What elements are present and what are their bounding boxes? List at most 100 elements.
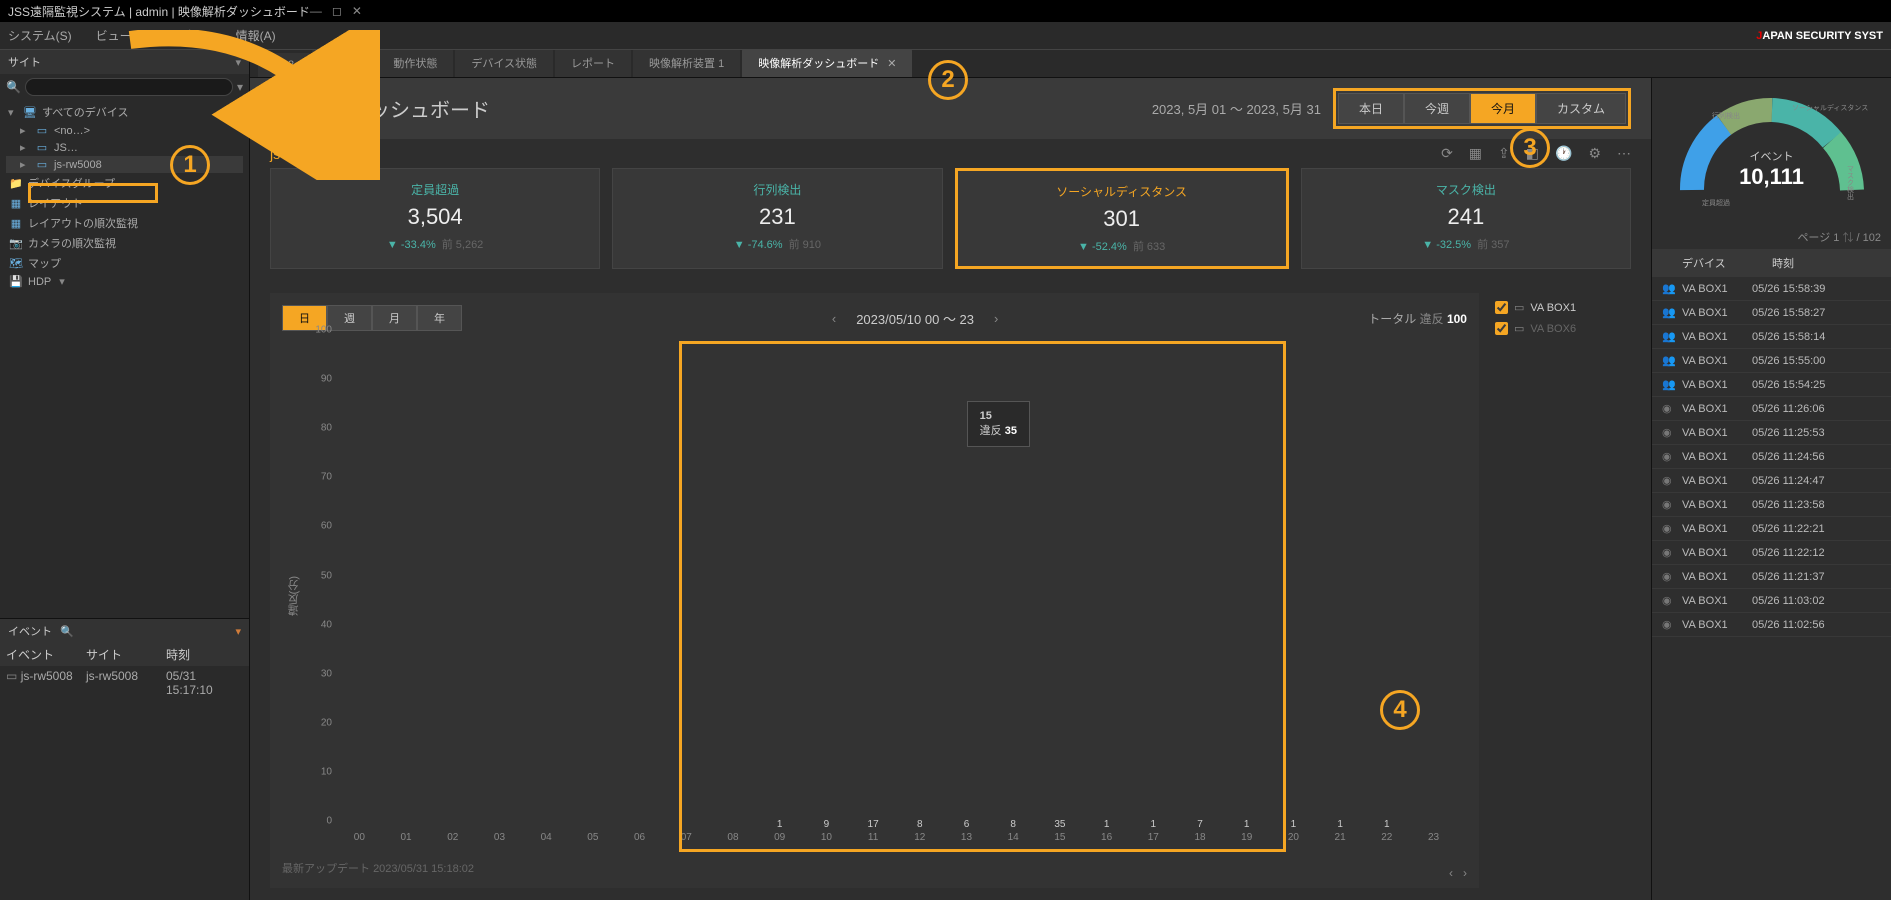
bar-slot[interactable]: 1 <box>1130 819 1177 832</box>
tree-item[interactable]: ▦ レイアウトの順次監視 <box>6 213 243 233</box>
gauge-pagination[interactable]: ページ 1 ⇅ / 102 <box>1652 225 1891 249</box>
bar-slot[interactable]: 8 <box>990 819 1037 832</box>
expander-icon[interactable]: ▸ <box>20 124 30 137</box>
tree-item[interactable]: 📁 デバイスグループ <box>6 173 243 193</box>
chevron-down-icon[interactable]: ▾ <box>235 56 241 69</box>
bar-slot[interactable]: 1 <box>1223 819 1270 832</box>
tree-item[interactable]: ▦ レイアウト <box>6 193 243 213</box>
tree-root[interactable]: ▾ 🖥 すべてのデバイス <box>6 102 243 122</box>
legend-item[interactable]: ▭ VA BOX1 <box>1495 297 1627 318</box>
expander-icon[interactable]: ▸ <box>20 158 30 171</box>
refresh-icon[interactable]: ⟳ <box>1441 145 1453 162</box>
bar-slot[interactable]: 1 <box>1317 819 1364 832</box>
time-range-button[interactable]: カスタム <box>1536 93 1626 124</box>
dropdown-icon[interactable]: ▾ <box>237 80 243 94</box>
grid-icon[interactable]: ▦ <box>1469 145 1482 162</box>
time-range-button[interactable]: 今月 <box>1470 93 1536 124</box>
kpi-card[interactable]: マスク検出 241 ▼ -32.5%前 357 <box>1301 168 1631 269</box>
bar-slot[interactable]: 17 <box>850 819 897 832</box>
tree-item[interactable]: ▸ ▭ JS… <box>6 139 243 156</box>
bar-slot[interactable]: 35 <box>1037 819 1084 832</box>
tab-active[interactable]: 映像解析ダッシュボード✕ <box>742 49 912 77</box>
next-arrow-icon[interactable]: › <box>994 311 998 326</box>
window-maximize-icon[interactable]: ◻ <box>332 4 342 18</box>
bar-slot[interactable]: 1 <box>1083 819 1130 832</box>
event-row[interactable]: 👥 VA BOX1 05/26 15:58:27 <box>1652 301 1891 325</box>
prev-arrow-icon[interactable]: ‹ <box>832 311 836 326</box>
tab[interactable]: … 2 <box>258 53 310 77</box>
event-row[interactable]: ◉ VA BOX1 05/26 11:03:02 <box>1652 589 1891 613</box>
tab[interactable]: レポート <box>555 49 631 77</box>
event-row[interactable]: ◉ VA BOX1 05/26 11:23:58 <box>1652 493 1891 517</box>
bar-slot[interactable]: 9 <box>803 819 850 832</box>
event-row[interactable]: 👥 VA BOX1 05/26 15:55:00 <box>1652 349 1891 373</box>
menu-system[interactable]: システム(S) <box>8 27 72 44</box>
granularity-button[interactable]: 年 <box>417 305 462 331</box>
event-row[interactable]: ◉ VA BOX1 05/26 11:25:53 <box>1652 421 1891 445</box>
kpi-card[interactable]: 定員超過 3,504 ▼ -33.4%前 5,262 <box>270 168 600 269</box>
search-icon[interactable]: 🔍 <box>60 625 74 638</box>
event-row[interactable]: ◉ VA BOX1 05/26 11:26:06 <box>1652 397 1891 421</box>
granularity-button[interactable]: 週 <box>327 305 372 331</box>
event-row[interactable]: ◉ VA BOX1 05/26 11:22:12 <box>1652 541 1891 565</box>
bar-slot[interactable]: 8 <box>896 819 943 832</box>
event-row[interactable]: ◉ VA BOX1 05/26 11:22:21 <box>1652 517 1891 541</box>
tab[interactable]: 再生 1 <box>312 49 375 77</box>
time-range-button[interactable]: 本日 <box>1338 93 1404 124</box>
kpi-card[interactable]: ソーシャルディスタンス 301 ▼ -52.4%前 633 <box>955 168 1289 269</box>
event-row[interactable]: 👥 VA BOX1 05/26 15:58:39 <box>1652 277 1891 301</box>
expander-icon[interactable]: ▾ <box>8 106 18 119</box>
event-row[interactable]: ◉ VA BOX1 05/26 11:02:56 <box>1652 613 1891 637</box>
granularity-button[interactable]: 月 <box>372 305 417 331</box>
export-icon[interactable]: ⇪ <box>1498 145 1510 162</box>
legend-checkbox[interactable] <box>1495 301 1508 314</box>
event-row[interactable]: ◉ VA BOX1 05/26 11:21:37 <box>1652 565 1891 589</box>
more-icon[interactable]: ⋯ <box>1617 145 1631 162</box>
legend-item[interactable]: ▭ VA BOX6 <box>1495 318 1627 339</box>
event-row[interactable]: ◉ VA BOX1 05/26 11:24:47 <box>1652 469 1891 493</box>
menu-info[interactable]: 情報(A) <box>236 27 276 44</box>
bar-slot[interactable]: 1 <box>756 819 803 832</box>
search-icon[interactable]: 🔍 <box>6 80 21 94</box>
chart-pagination[interactable]: ‹ › <box>1449 866 1467 880</box>
tab[interactable]: デバイス状態 <box>455 49 553 77</box>
event-row[interactable]: 👥 VA BOX1 05/26 15:58:14 <box>1652 325 1891 349</box>
tab[interactable]: 動作状態 <box>377 49 453 77</box>
bar-slot[interactable]: 6 <box>943 819 990 832</box>
tree-item[interactable]: 📷 カメラの順次監視 <box>6 233 243 253</box>
x-label: 05 <box>570 832 617 852</box>
site-panel-header: サイト ▾ <box>0 50 249 74</box>
chevron-down-icon[interactable]: ▾ <box>235 625 241 638</box>
tree-item-label: レイアウトの順次監視 <box>28 215 138 231</box>
event-table-row[interactable]: ▭ js-rw5008 js-rw5008 05/31 15:17:10 <box>0 666 249 700</box>
window-close-icon[interactable]: ✕ <box>352 4 362 18</box>
tree-item-selected[interactable]: ▸ ▭ js-rw5008 <box>6 156 243 173</box>
site-search-input[interactable] <box>25 78 233 96</box>
layers-icon[interactable]: ◧ <box>1526 145 1539 162</box>
tab-close-icon[interactable]: ✕ <box>887 58 896 70</box>
window-minimize-icon[interactable]: — <box>310 4 322 18</box>
bar-value-label: 1 <box>1291 819 1297 830</box>
menu-playback[interactable]: 再生(P) <box>172 27 212 44</box>
event-time: 05/26 15:54:25 <box>1752 379 1881 391</box>
legend-checkbox[interactable] <box>1495 322 1508 335</box>
kpi-card[interactable]: 行列検出 231 ▼ -74.6%前 910 <box>612 168 942 269</box>
event-row[interactable]: 👥 VA BOX1 05/26 15:54:25 <box>1652 373 1891 397</box>
bar-slot[interactable]: 1 <box>1270 819 1317 832</box>
devices-icon: 🖥 <box>22 106 38 119</box>
bar-slot[interactable]: 1 <box>1363 819 1410 832</box>
tab[interactable]: 映像解析装置 1 <box>633 49 740 77</box>
bar-slot[interactable]: 7 <box>1177 819 1224 832</box>
tree-item[interactable]: 🗺 マップ <box>6 253 243 273</box>
tree-item[interactable]: 💾 HDP ▾ <box>6 273 243 290</box>
right-panel: 定員超過 行列検出 ソーシャルディスタンス マスク検出 イベント 10,111 … <box>1651 78 1891 900</box>
clock-icon[interactable]: 🕐 <box>1555 145 1572 162</box>
event-row[interactable]: ◉ VA BOX1 05/26 11:24:56 <box>1652 445 1891 469</box>
time-range-button[interactable]: 今週 <box>1404 93 1470 124</box>
svg-text:行列検出: 行列検出 <box>1712 111 1740 120</box>
tree-item[interactable]: ▸ ▭ <no…> <box>6 122 243 139</box>
expander-icon[interactable]: ▸ <box>20 141 30 154</box>
menu-view[interactable]: ビュー(V) <box>96 27 148 44</box>
gear-icon[interactable]: ⚙ <box>1588 145 1601 162</box>
event-time: 05/26 11:21:37 <box>1752 571 1881 583</box>
